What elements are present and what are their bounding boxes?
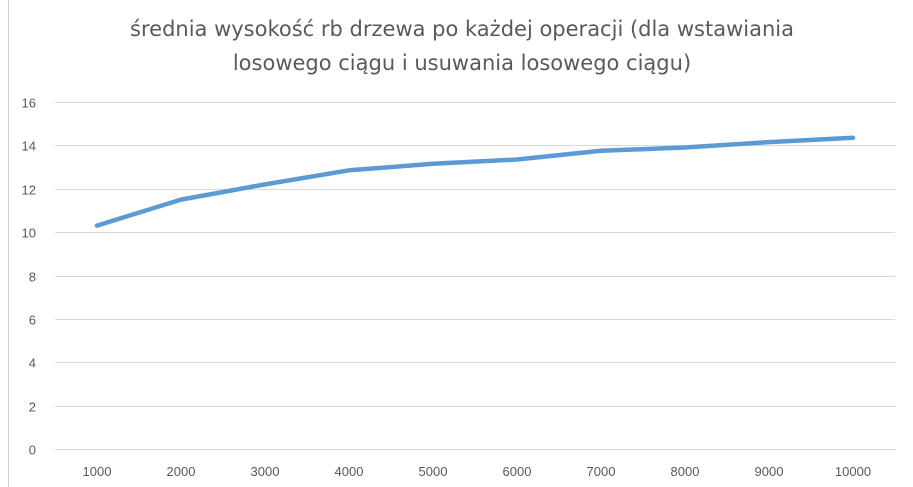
y-tick-label: 6 <box>29 313 36 328</box>
x-tick-label: 5000 <box>419 464 448 479</box>
gridlines <box>55 102 895 450</box>
series-lines <box>94 135 856 228</box>
x-tick-label: 2000 <box>167 464 196 479</box>
y-axis-tick-labels: 0 2 4 6 8 10 12 14 16 <box>22 96 36 458</box>
chart-title-line-1: średnia wysokość rb drzewa po każdej ope… <box>130 17 794 41</box>
chart-title: średnia wysokość rb drzewa po każdej ope… <box>130 17 794 75</box>
y-tick-label: 10 <box>22 226 36 241</box>
x-tick-label: 6000 <box>503 464 532 479</box>
y-tick-label: 12 <box>22 183 36 198</box>
x-tick-label: 9000 <box>755 464 784 479</box>
x-tick-label: 10000 <box>835 464 871 479</box>
x-tick-label: 3000 <box>251 464 280 479</box>
series-line-0 <box>94 135 856 228</box>
y-tick-label: 14 <box>22 139 36 154</box>
x-tick-label: 1000 <box>83 464 112 479</box>
x-tick-label: 8000 <box>671 464 700 479</box>
y-tick-label: 0 <box>29 443 36 458</box>
x-tick-label: 4000 <box>335 464 364 479</box>
chart-title-line-2: losowego ciągu i usuwania losowego ciągu… <box>233 51 691 75</box>
y-tick-label: 4 <box>29 356 36 371</box>
y-tick-label: 2 <box>29 400 36 415</box>
x-axis-tick-labels: 1000 2000 3000 4000 5000 6000 7000 8000 9000 1000… <box>83 464 872 479</box>
y-tick-label: 16 <box>22 96 36 111</box>
y-tick-label: 8 <box>29 270 36 285</box>
x-tick-label: 7000 <box>587 464 616 479</box>
